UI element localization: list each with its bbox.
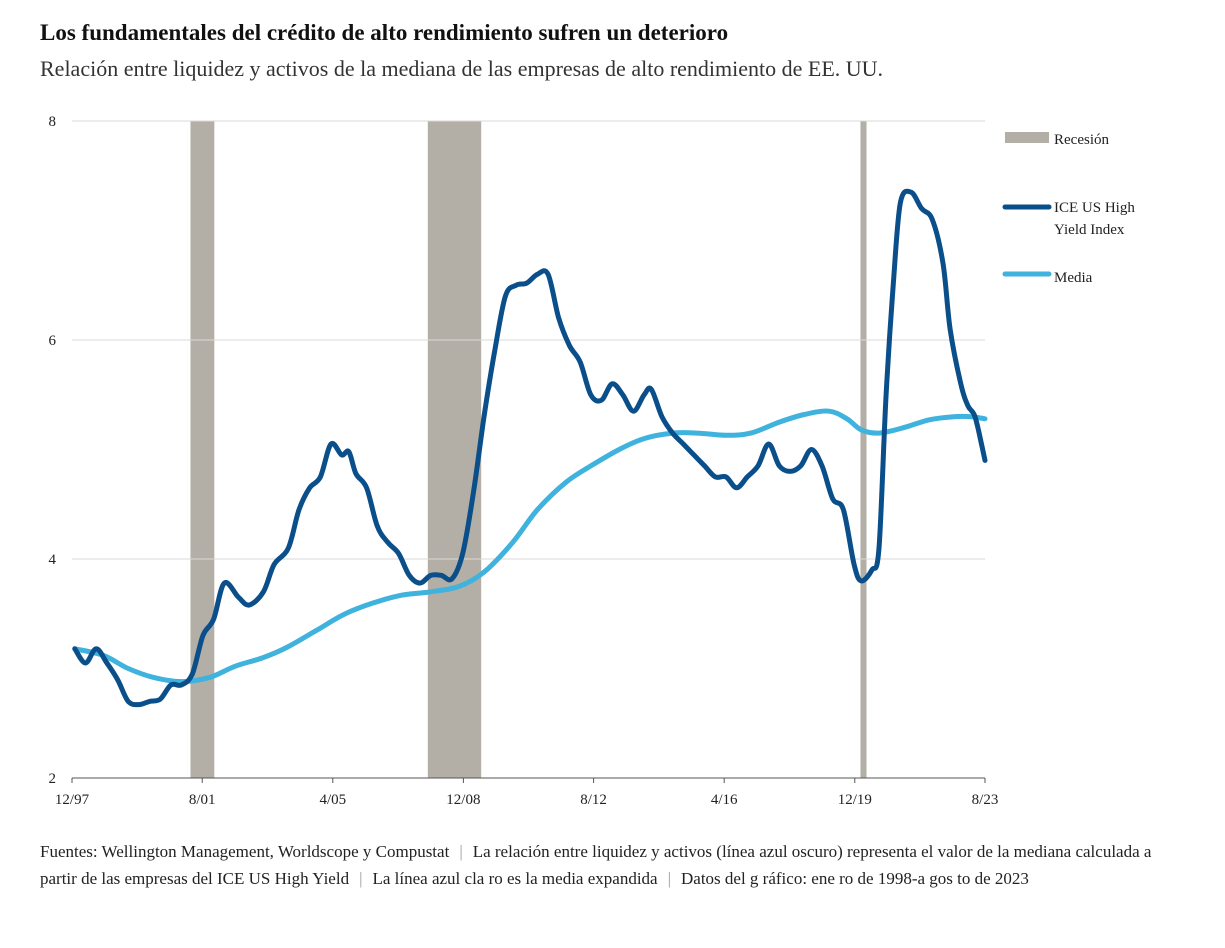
x-tick-label: 8/23 xyxy=(972,792,999,808)
x-axis: 12/97 8/01 4/05 12/08 8/12 4/16 12/19 8/23 xyxy=(55,777,999,808)
series-lines xyxy=(72,188,988,708)
series-line-ice-us-high-yield xyxy=(72,188,988,708)
chart-title: Los fundamentales del crédito de alto re… xyxy=(40,20,729,45)
recession-band xyxy=(190,121,215,778)
x-tick-label: 8/01 xyxy=(189,792,216,808)
footer-note-3: Datos del g ráfico: ene ro de 1998-a gos… xyxy=(681,869,1029,888)
chart-footer: Fuentes: Wellington Management, Worldsco… xyxy=(40,838,1170,892)
recession-band xyxy=(427,121,482,778)
footer-source: Fuentes: Wellington Management, Worldsco… xyxy=(40,842,450,861)
footer-separator: | xyxy=(359,869,363,888)
legend-recession-swatch xyxy=(1005,132,1049,143)
x-tick-label: 4/05 xyxy=(319,792,346,808)
x-tick-label: 4/16 xyxy=(711,792,738,808)
footer-note-1: La relación entre liquidez y activos (lí… xyxy=(40,842,1152,888)
recession-band xyxy=(860,121,867,778)
x-tick-label: 12/19 xyxy=(838,792,872,808)
recession-bands xyxy=(190,121,867,778)
y-tick-label: 2 xyxy=(49,771,57,787)
footer-separator: | xyxy=(667,869,671,888)
series-line-media xyxy=(72,408,988,685)
footer-note-2: La línea azul cla ro es la media expandi… xyxy=(372,869,658,888)
legend: Recesión ICE US High Yield Index Media xyxy=(1002,132,1135,286)
legend-mean-label: Media xyxy=(1054,270,1093,286)
legend-recession-label: Recesión xyxy=(1054,132,1109,148)
x-tick-label: 12/08 xyxy=(446,792,480,808)
footer-separator: | xyxy=(459,842,463,861)
chart-subtitle: Relación entre liquidez y activos de la … xyxy=(40,56,884,81)
y-tick-label: 8 xyxy=(49,114,57,130)
gridlines xyxy=(72,120,985,560)
y-axis: 2 4 6 8 xyxy=(49,114,57,787)
legend-index-label-line1: ICE US High xyxy=(1054,200,1135,216)
line-chart: 2 4 6 8 12/97 8/01 4/05 12/08 8/12 4/16 12/19 8/23… xyxy=(49,114,1136,808)
x-tick-label: 12/97 xyxy=(55,792,90,808)
y-tick-label: 4 xyxy=(49,552,57,568)
x-tick-label: 8/12 xyxy=(580,792,607,808)
legend-index-label-line2: Yield Index xyxy=(1054,222,1125,238)
y-tick-label: 6 xyxy=(49,333,57,349)
